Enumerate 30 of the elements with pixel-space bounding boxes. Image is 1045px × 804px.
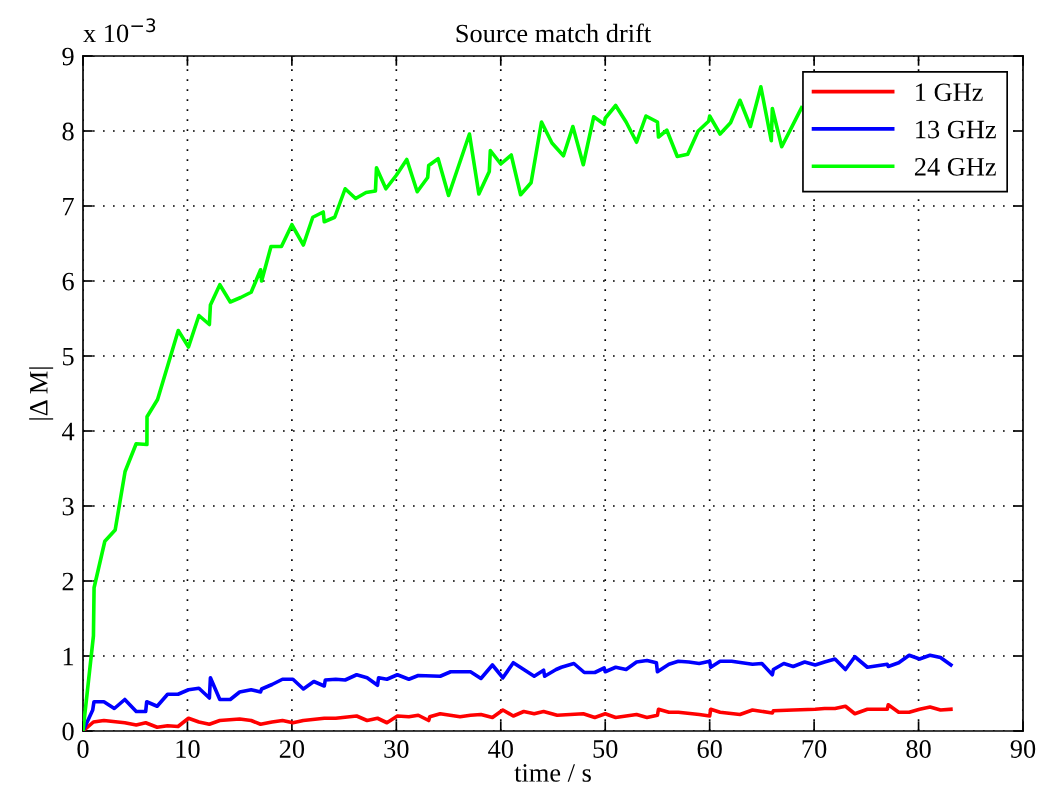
chart-title: Source match drift: [456, 23, 652, 43]
legend-label: 1 GHz: [916, 83, 983, 102]
x-tick-label: 50: [593, 740, 618, 758]
x-tick-label: 10: [176, 740, 200, 758]
x-axis-title: time / s: [514, 764, 591, 782]
text: x 10$^{−3}$: [83, 18, 156, 43]
x-tick-label: 20: [279, 740, 305, 758]
line-series: [83, 702, 953, 731]
x-tick-label: 60: [697, 740, 722, 758]
y-tick-label: 2: [62, 572, 74, 591]
x-tick-label: 40: [488, 740, 513, 758]
y-tick-label: 0: [62, 722, 74, 741]
legend-label: 24 GHz: [914, 157, 996, 176]
y-tick-label: 3: [62, 497, 74, 516]
x-tick-label: 70: [802, 740, 827, 758]
y-tick-label: 6: [62, 272, 74, 291]
line-series: [83, 84, 804, 731]
y-axis-title: |Δ M|: [29, 367, 54, 420]
x-tick-label: 90: [1010, 740, 1036, 758]
y-tick-label: 9: [62, 47, 74, 66]
y-tick-label: 5: [63, 347, 74, 366]
legend-label: 13 GHz: [916, 120, 996, 139]
x-tick-label: 80: [906, 740, 931, 758]
y-tick-label: 4: [61, 422, 75, 441]
y-tick-label: 7: [63, 197, 74, 216]
x-tick-label: 0: [77, 740, 89, 758]
x-tick-label: 30: [384, 740, 409, 758]
y-tick-label: 8: [62, 122, 74, 141]
y-tick-label: 1: [63, 647, 74, 666]
line-series: [83, 653, 953, 731]
